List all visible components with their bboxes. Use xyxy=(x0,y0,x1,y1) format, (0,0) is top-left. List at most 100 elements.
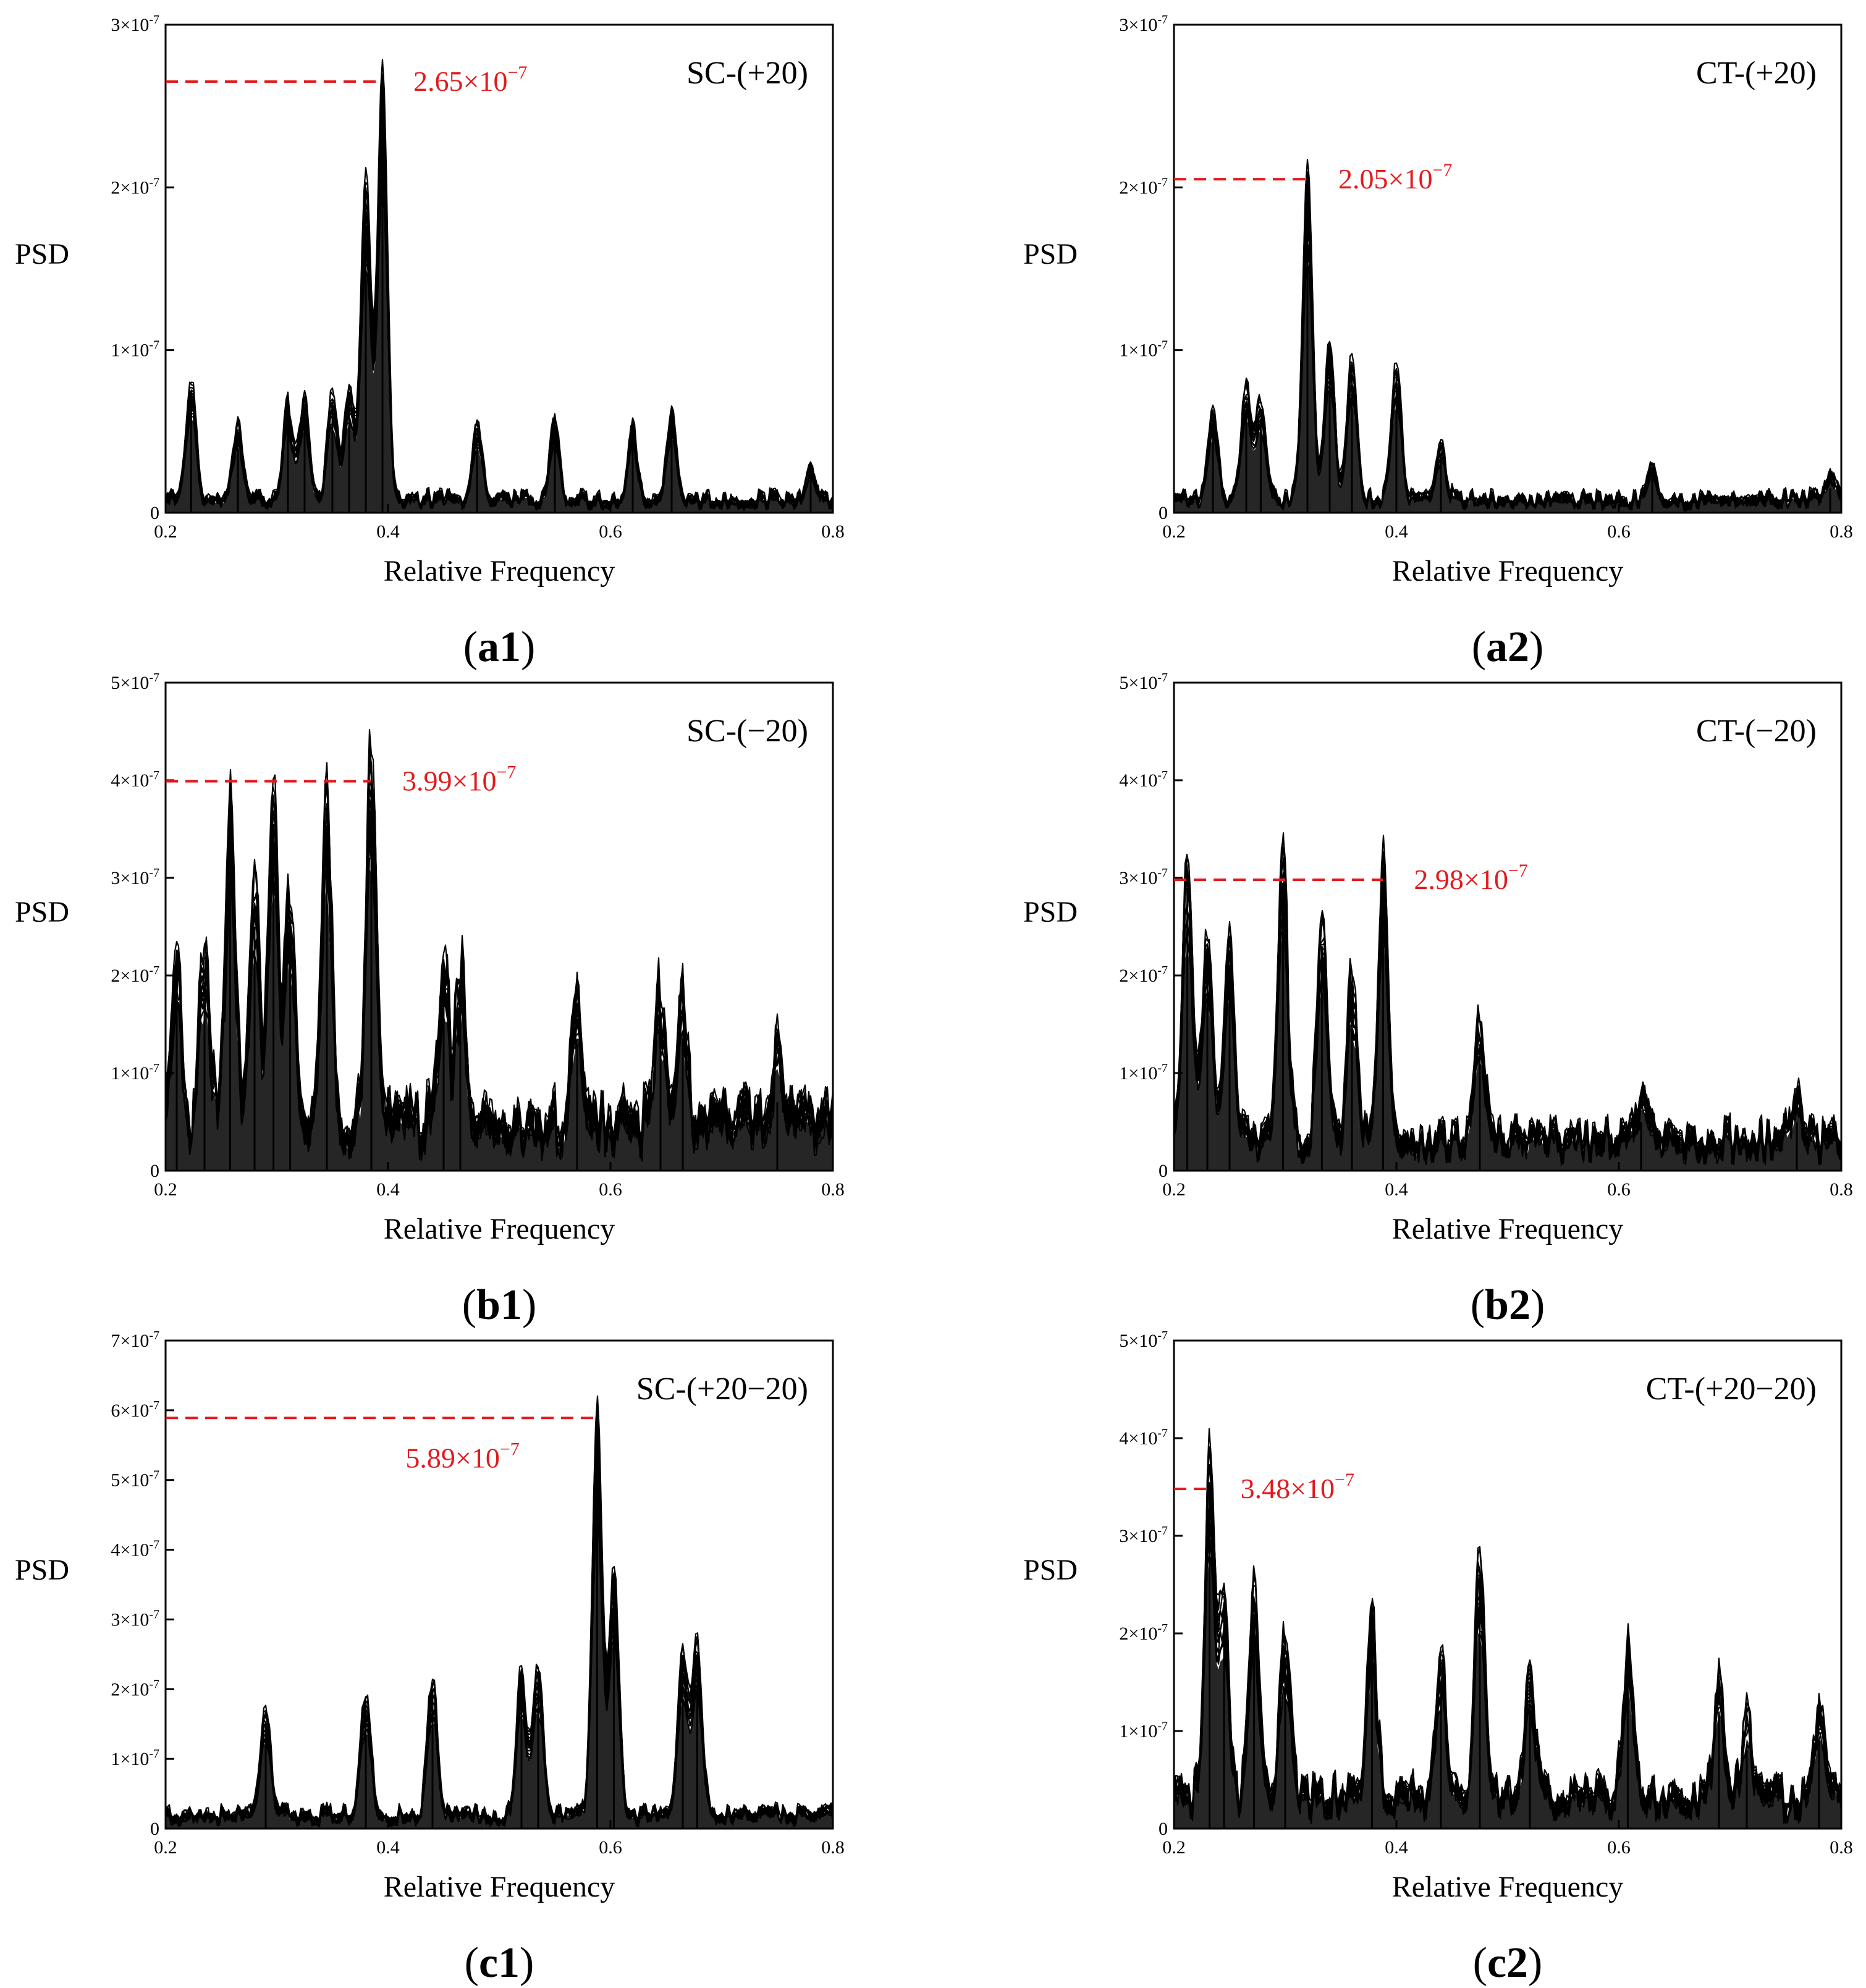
chart-panel-b2: 0.2 0.4 0.6 0.8 0 1×10-7 2×10-7 3×10-7 4×10-7 5×1… xyxy=(1023,671,1853,1329)
y-tick-label: 2×10-7 xyxy=(111,964,159,986)
psd-series-line xyxy=(166,80,833,510)
x-axis-label: Relative Frequency xyxy=(384,1213,615,1245)
y-tick-label: 2×10-7 xyxy=(1119,964,1168,986)
panel-label: (a1) xyxy=(463,623,536,671)
plot-frame xyxy=(1173,23,1843,514)
series-legend-label: CT-(+20) xyxy=(1696,56,1817,91)
y-tick-label: 4×10-7 xyxy=(1119,1426,1168,1449)
y-axis-label: PSD xyxy=(15,1554,69,1586)
psd-series-line xyxy=(1174,208,1841,510)
psd-series-line xyxy=(1174,171,1841,510)
psd-density-band xyxy=(166,868,833,1171)
psd-series-line xyxy=(1174,228,1841,510)
panel-label: (c1) xyxy=(465,1939,534,1987)
x-tick-label: 0.6 xyxy=(1607,1837,1631,1858)
x-tick-label: 0.8 xyxy=(821,1837,845,1858)
psd-series-line xyxy=(1174,212,1841,511)
y-tick-label: 0 xyxy=(1159,503,1168,523)
y-tick-label: 0 xyxy=(1159,1819,1168,1839)
y-tick-label: 0 xyxy=(150,1819,159,1839)
psd-series-line xyxy=(1174,261,1841,512)
peak-value-annotation: 2.98×10−7 xyxy=(1414,861,1527,895)
psd-series-line xyxy=(166,59,833,509)
psd-density-band xyxy=(166,196,833,513)
x-tick-label: 0.6 xyxy=(599,521,622,542)
plot-frame xyxy=(164,23,834,514)
y-tick-label: 3×10-7 xyxy=(1119,1524,1168,1546)
psd-series-line xyxy=(166,74,833,509)
x-axis-label: Relative Frequency xyxy=(1392,1213,1624,1245)
x-axis-label: Relative Frequency xyxy=(384,555,615,588)
x-tick-label: 0.2 xyxy=(1162,521,1186,542)
panel-label: (a2) xyxy=(1472,623,1544,671)
psd-series-line xyxy=(166,107,833,510)
plot-frame xyxy=(1173,681,1843,1172)
psd-series-line xyxy=(166,150,833,510)
series-legend-label: SC-(−20) xyxy=(686,714,808,749)
x-tick-label: 0.2 xyxy=(154,521,177,542)
y-axis-label: PSD xyxy=(1023,238,1078,271)
psd-series-line xyxy=(166,171,833,510)
peak-value-annotation: 2.05×10−7 xyxy=(1338,160,1452,195)
psd-series-line xyxy=(1174,245,1841,511)
psd-density-band xyxy=(1174,268,1841,513)
x-tick-label: 0.8 xyxy=(1830,1179,1853,1200)
x-tick-label: 0.4 xyxy=(1385,521,1408,542)
series-legend-label: CT-(−20) xyxy=(1696,714,1817,749)
panel-label: (b1) xyxy=(462,1281,537,1329)
psd-series-line xyxy=(1174,835,1841,1161)
plot-frame xyxy=(1173,1339,1843,1830)
plot-frame xyxy=(164,681,834,1172)
y-tick-label: 2×10-7 xyxy=(1119,1622,1168,1644)
x-tick-label: 0.4 xyxy=(376,521,400,542)
y-tick-label: 7×10-7 xyxy=(111,1329,159,1351)
psd-series-group xyxy=(166,59,833,513)
psd-series-group xyxy=(1174,1428,1841,1829)
psd-series-line xyxy=(1174,187,1841,510)
panel-label: (c2) xyxy=(1473,1939,1543,1987)
x-tick-label: 0.6 xyxy=(1607,1179,1631,1200)
psd-series-line xyxy=(1174,240,1841,512)
y-axis-label: PSD xyxy=(1023,1554,1078,1586)
y-tick-label: 5×10-7 xyxy=(1119,671,1168,693)
y-axis-label: PSD xyxy=(1023,896,1078,929)
y-tick-label: 0 xyxy=(150,503,159,523)
series-legend-label: SC-(+20) xyxy=(686,56,808,91)
y-tick-label: 4×10-7 xyxy=(111,1538,159,1560)
y-tick-label: 1×10-7 xyxy=(111,1061,159,1084)
peak-value-annotation: 2.65×10−7 xyxy=(413,62,527,97)
psd-series-group xyxy=(1174,832,1841,1171)
psd-series-line xyxy=(166,128,833,510)
x-tick-label: 0.6 xyxy=(599,1837,622,1858)
psd-series-line xyxy=(1174,224,1841,511)
psd-density-band xyxy=(1174,1554,1841,1829)
panel-label: (b2) xyxy=(1471,1281,1545,1329)
series-legend-label: SC-(+20−20) xyxy=(636,1371,808,1407)
y-tick-label: 2×10-7 xyxy=(111,1677,159,1699)
psd-series-group xyxy=(1174,159,1841,513)
psd-series-line xyxy=(1174,159,1841,509)
x-tick-label: 0.2 xyxy=(154,1837,177,1858)
psd-series-line xyxy=(1174,204,1841,510)
x-tick-label: 0.2 xyxy=(154,1179,177,1200)
y-tick-label: 3×10-7 xyxy=(1119,13,1168,35)
psd-density-band xyxy=(1174,935,1841,1171)
y-tick-label: 0 xyxy=(150,1161,159,1181)
psd-series-line xyxy=(166,156,833,511)
x-axis-label: Relative Frequency xyxy=(1392,1871,1624,1903)
x-tick-label: 0.6 xyxy=(1607,521,1631,542)
y-axis-label: PSD xyxy=(15,238,69,271)
psd-series-line xyxy=(1174,175,1841,510)
y-axis-label: PSD xyxy=(15,896,69,929)
x-tick-label: 0.2 xyxy=(1162,1179,1186,1200)
y-tick-label: 1×10-7 xyxy=(111,339,159,361)
x-axis-label: Relative Frequency xyxy=(1392,555,1624,588)
psd-series-group xyxy=(166,729,833,1171)
psd-series-line xyxy=(166,183,833,512)
chart-panel-c1: 0.2 0.4 0.6 0.8 0 1×10-7 2×10-7 3×10-7 4×10-7 5×1… xyxy=(15,1329,845,1987)
x-tick-label: 0.8 xyxy=(821,1179,845,1200)
y-tick-label: 3×10-7 xyxy=(111,1607,159,1630)
y-tick-label: 5×10-7 xyxy=(111,671,159,693)
y-tick-label: 1×10-7 xyxy=(111,1747,159,1769)
